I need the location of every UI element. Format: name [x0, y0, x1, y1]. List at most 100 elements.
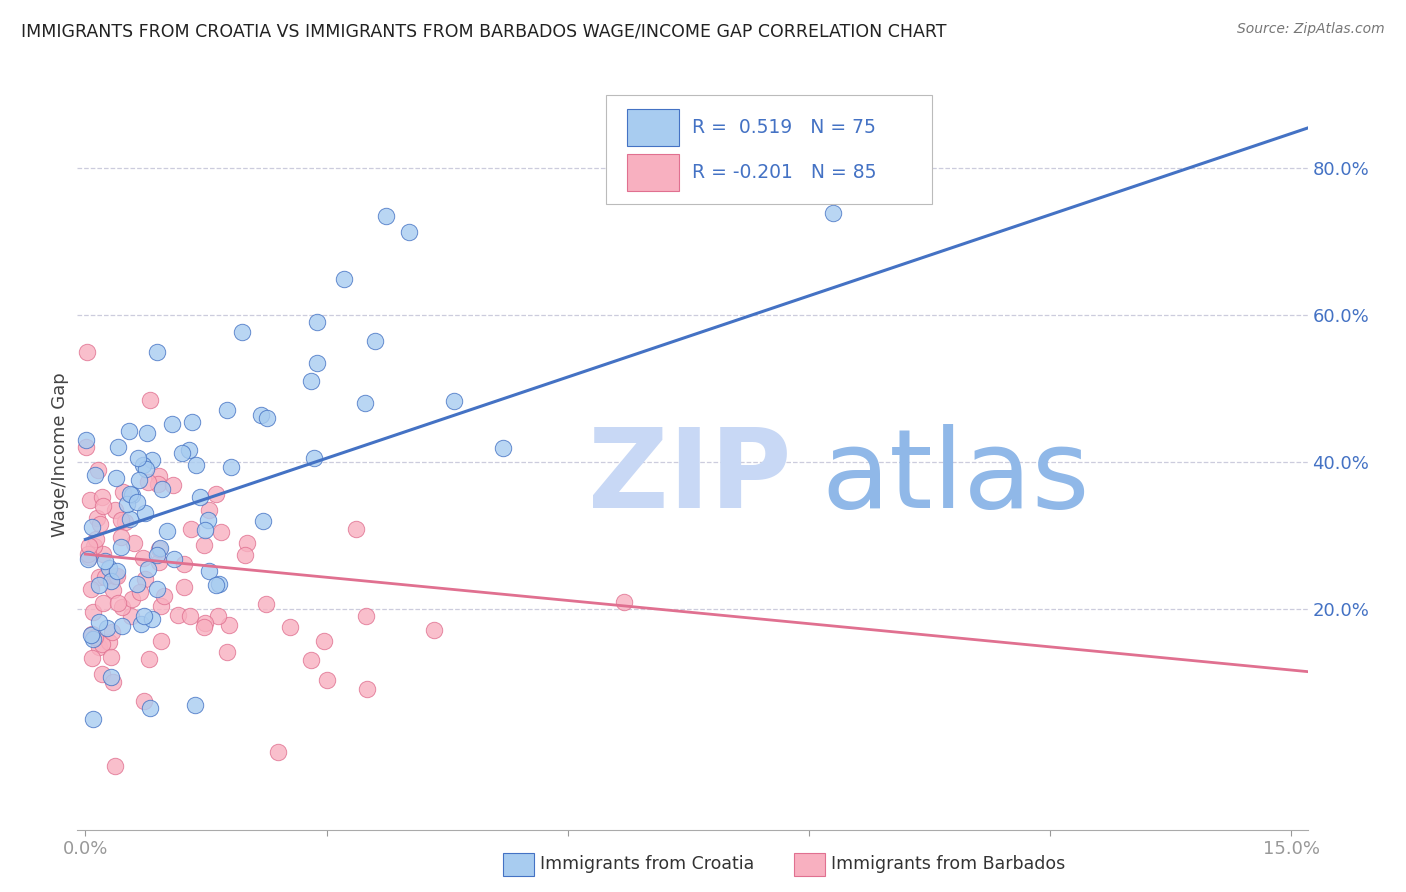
- Point: [316, 673, 339, 687]
- Point: [96, 622, 118, 636]
- Point: [90, 491, 112, 505]
- Point: [181, 416, 204, 430]
- Point: [83, 539, 105, 553]
- Point: [100, 574, 122, 588]
- Point: [198, 502, 221, 516]
- Text: ZIP: ZIP: [588, 424, 792, 531]
- Point: [79, 493, 101, 508]
- Point: [167, 608, 190, 623]
- Point: [194, 523, 217, 537]
- Point: [104, 471, 127, 485]
- Point: [86, 511, 108, 525]
- Point: [354, 608, 377, 623]
- Point: [280, 620, 302, 634]
- Point: [75, 440, 97, 454]
- Point: [204, 487, 226, 501]
- Point: [136, 561, 159, 575]
- Point: [217, 645, 239, 659]
- Point: [132, 458, 155, 472]
- Point: [204, 578, 226, 592]
- Point: [132, 550, 155, 565]
- Point: [179, 608, 201, 623]
- Point: [77, 547, 100, 561]
- Point: [127, 450, 149, 465]
- Point: [162, 478, 184, 492]
- Point: [129, 584, 152, 599]
- Point: [344, 522, 367, 536]
- Point: [299, 375, 322, 389]
- Point: [80, 627, 103, 641]
- Point: [363, 334, 385, 348]
- Text: Immigrants from Barbados: Immigrants from Barbados: [831, 855, 1066, 873]
- Point: [107, 440, 129, 454]
- Point: [250, 408, 273, 422]
- Point: [93, 554, 115, 568]
- Point: [148, 541, 170, 556]
- Point: [267, 745, 290, 759]
- Point: [132, 608, 155, 623]
- Point: [180, 522, 202, 536]
- Point: [103, 759, 125, 773]
- Point: [398, 226, 420, 240]
- Point: [121, 591, 143, 606]
- Point: [104, 569, 127, 583]
- Point: [134, 506, 156, 520]
- Point: [117, 497, 139, 511]
- Point: [207, 608, 229, 623]
- Point: [100, 649, 122, 664]
- Point: [186, 458, 208, 473]
- Point: [111, 619, 134, 633]
- Point: [120, 512, 142, 526]
- Point: [148, 468, 170, 483]
- Point: [236, 536, 259, 550]
- Point: [82, 712, 104, 726]
- Point: [153, 589, 176, 603]
- Text: R =  0.519   N = 75: R = 0.519 N = 75: [693, 118, 876, 137]
- Point: [138, 651, 160, 665]
- Point: [121, 488, 143, 502]
- Point: [134, 694, 156, 708]
- Point: [177, 443, 200, 458]
- Text: IMMIGRANTS FROM CROATIA VS IMMIGRANTS FROM BARBADOS WAGE/INCOME GAP CORRELATION : IMMIGRANTS FROM CROATIA VS IMMIGRANTS FR…: [21, 22, 946, 40]
- Point: [149, 541, 172, 556]
- Point: [221, 460, 243, 475]
- Point: [307, 356, 329, 370]
- Point: [77, 539, 100, 553]
- Point: [101, 625, 124, 640]
- Point: [354, 395, 377, 409]
- Point: [256, 597, 278, 611]
- Point: [82, 632, 104, 646]
- Point: [163, 551, 186, 566]
- Point: [91, 547, 114, 561]
- Point: [209, 525, 232, 540]
- Point: [215, 402, 238, 417]
- Point: [208, 577, 231, 591]
- Point: [84, 532, 107, 546]
- Point: [98, 634, 121, 648]
- Point: [128, 473, 150, 487]
- Point: [124, 535, 146, 549]
- Point: [443, 393, 465, 408]
- Point: [129, 616, 152, 631]
- Point: [84, 630, 107, 644]
- Point: [138, 392, 160, 407]
- Point: [90, 667, 112, 681]
- Point: [136, 475, 159, 489]
- Text: Source: ZipAtlas.com: Source: ZipAtlas.com: [1237, 22, 1385, 37]
- Point: [374, 209, 396, 223]
- Point: [103, 503, 125, 517]
- Point: [89, 577, 111, 591]
- Text: R = -0.201   N = 85: R = -0.201 N = 85: [693, 163, 877, 182]
- Point: [141, 612, 163, 626]
- Point: [110, 513, 132, 527]
- Point: [193, 620, 215, 634]
- Text: Immigrants from Croatia: Immigrants from Croatia: [540, 855, 754, 873]
- Point: [356, 682, 378, 697]
- Text: atlas: atlas: [821, 424, 1090, 531]
- Point: [305, 315, 328, 329]
- Point: [150, 482, 173, 496]
- Point: [146, 477, 169, 491]
- Point: [80, 651, 103, 665]
- Point: [118, 486, 141, 500]
- Point: [118, 424, 141, 438]
